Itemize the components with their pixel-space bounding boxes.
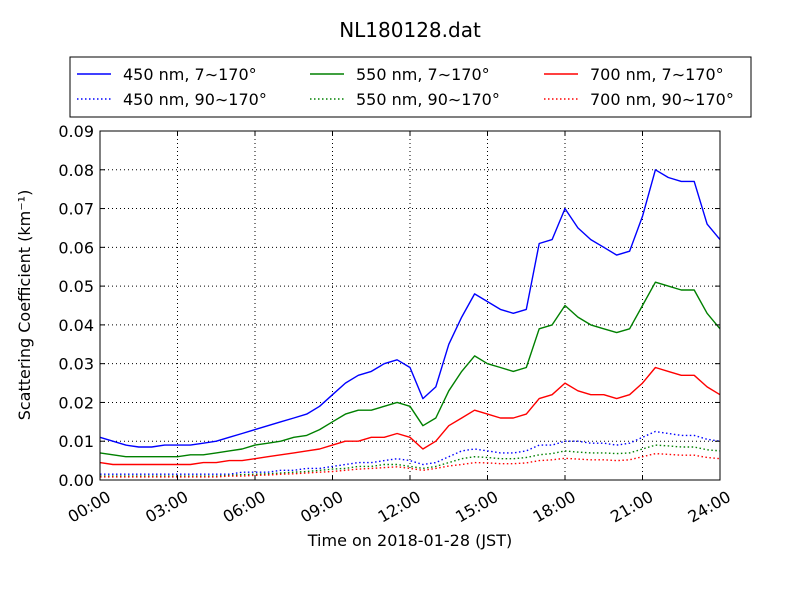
y-tick-label: 0.01 — [58, 432, 94, 451]
series-line — [99, 281, 721, 458]
grid — [100, 131, 720, 480]
x-tick-label: 15:00 — [452, 487, 501, 527]
x-tick-label: 09:00 — [297, 487, 346, 527]
y-tick-label: 0.05 — [58, 277, 94, 296]
chart-title: NL180128.dat — [339, 18, 481, 42]
legend-label: 450 nm, 7∼170° — [123, 65, 257, 84]
y-tick-label: 0.03 — [58, 355, 94, 374]
y-axis: 0.00 0.01 0.02 0.03 0.04 0.05 0.06 0.07 0.08 0.09 — [58, 122, 720, 490]
x-tick-label: 00:00 — [65, 487, 114, 527]
series-line — [100, 452, 721, 478]
legend-label: 550 nm, 90∼170° — [356, 90, 500, 109]
legend-label: 450 nm, 90∼170° — [123, 90, 267, 109]
y-tick-label: 0.06 — [58, 238, 94, 257]
y-tick-label: 0.00 — [58, 471, 94, 490]
series-line — [99, 169, 721, 448]
series-layer — [99, 169, 721, 478]
legend-box — [69, 56, 752, 118]
legend: 450 nm, 7∼170° 450 nm, 90∼170° 550 nm, 7∼1… — [69, 56, 752, 118]
y-axis-label: Scattering Coefficient (km⁻¹) — [15, 190, 34, 421]
x-axis: 00:00 03:00 06:00 09:00 12:00 15:00 18:00 21:00… — [65, 131, 734, 527]
legend-label: 550 nm, 7∼170° — [356, 65, 490, 84]
legend-label: 700 nm, 90∼170° — [590, 90, 734, 109]
x-axis-label: Time on 2018-01-28 (JST) — [307, 531, 512, 550]
y-tick-label: 0.08 — [58, 161, 94, 180]
legend-label: 700 nm, 7∼170° — [590, 65, 724, 84]
x-tick-label: 24:00 — [685, 487, 734, 527]
x-tick-label: 12:00 — [375, 487, 424, 527]
y-tick-label: 0.02 — [58, 393, 94, 412]
x-tick-label: 18:00 — [530, 487, 579, 527]
x-tick-label: 03:00 — [142, 487, 191, 527]
y-tick-label: 0.04 — [58, 316, 94, 335]
x-tick-label: 21:00 — [607, 487, 656, 527]
y-tick-label: 0.07 — [58, 200, 94, 219]
series-line — [99, 366, 721, 466]
x-tick-label: 06:00 — [220, 487, 269, 527]
y-tick-label: 0.09 — [58, 122, 94, 141]
